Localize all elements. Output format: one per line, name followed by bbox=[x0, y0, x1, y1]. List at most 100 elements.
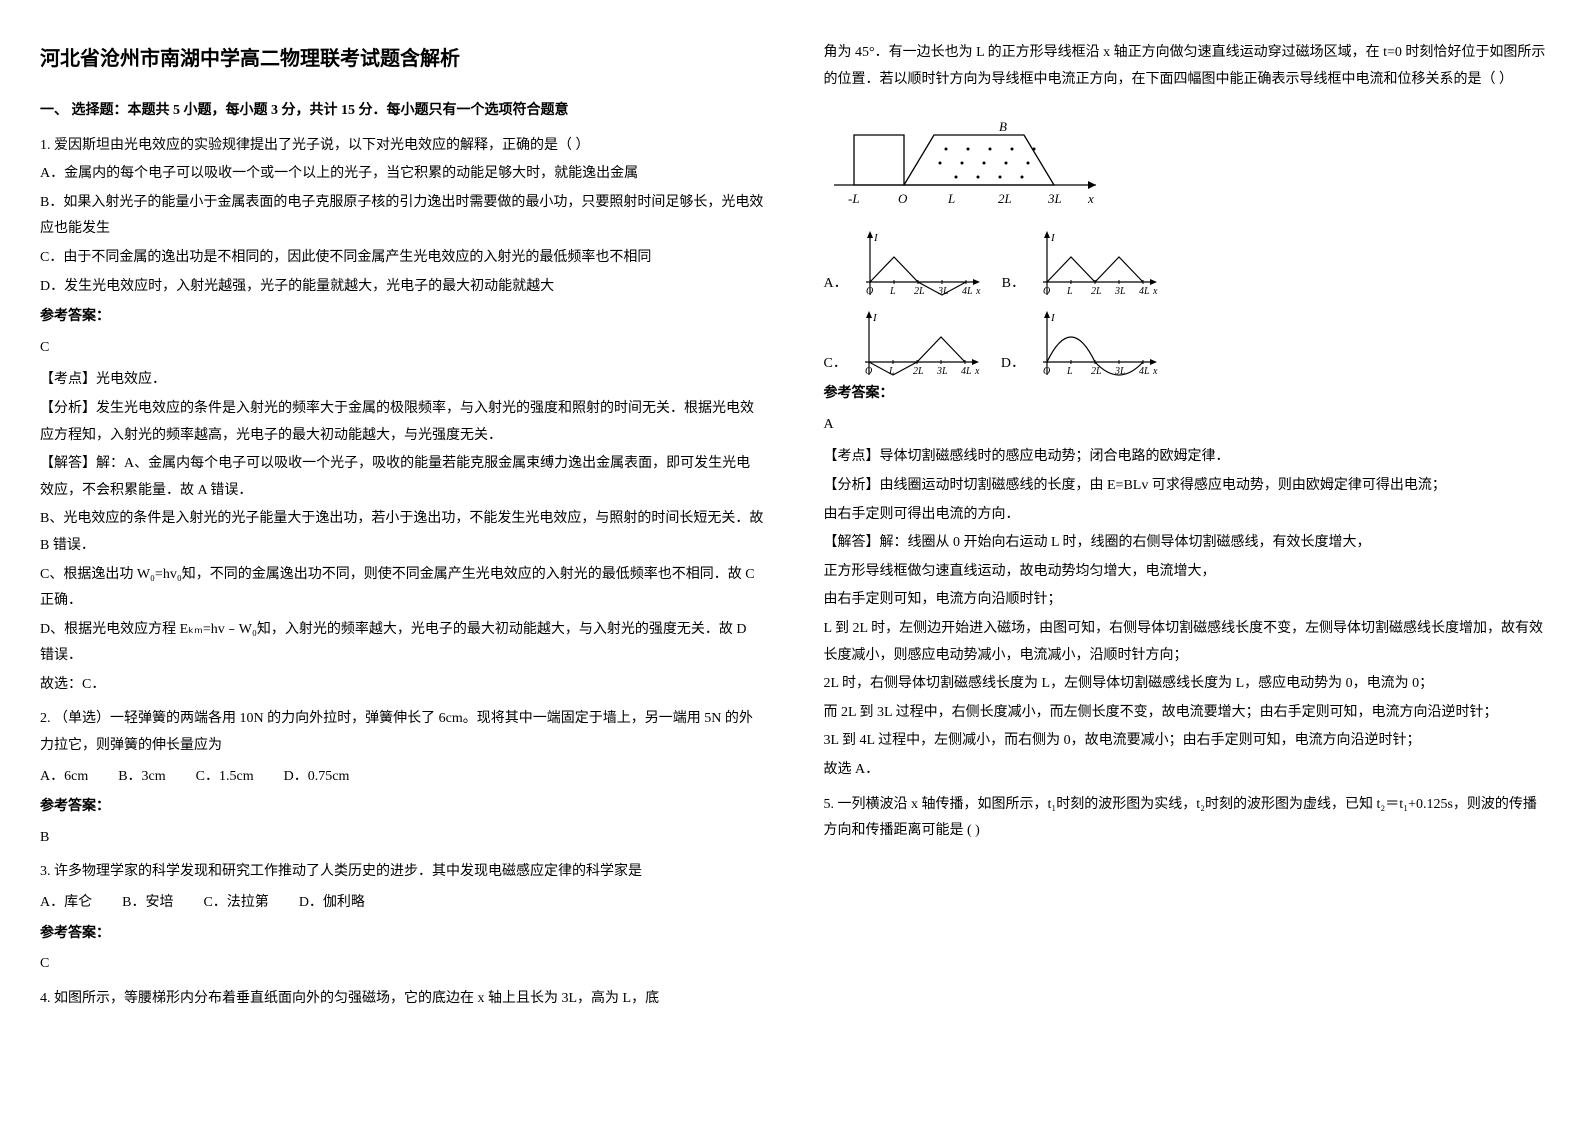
q3-answer-label: 参考答案： bbox=[40, 921, 764, 948]
q2-stem: 2. （单选）一轻弹簧的两端各用 10N 的力向外拉时，弹簧伸长了 6cm。现将… bbox=[40, 706, 764, 759]
svg-text:4L: 4L bbox=[1139, 286, 1150, 297]
q4-answer: A bbox=[824, 412, 1548, 439]
q3-optD: D．伽利略 bbox=[299, 890, 365, 917]
q2-optD: D．0.75cm bbox=[284, 764, 350, 791]
svg-text:I: I bbox=[872, 312, 878, 324]
svg-text:3L: 3L bbox=[937, 286, 949, 297]
q4-opt-c-label: C． bbox=[824, 351, 847, 378]
svg-text:x: x bbox=[1087, 191, 1094, 206]
q4-jie5: 2L 时，右侧导体切割磁感线长度为 L，左侧导体切割磁感线长度为 L，感应电动势… bbox=[824, 671, 1548, 698]
svg-text:4L: 4L bbox=[962, 286, 973, 297]
q1-kaodian: 【考点】光电效应． bbox=[40, 367, 764, 394]
question-5: 5. 一列横波沿 x 轴传播，如图所示，t₁时刻的波形图为实线，t₂时刻的波形图… bbox=[824, 792, 1548, 845]
q3-optC: C．法拉第 bbox=[203, 890, 268, 917]
q4-opt-b-label: B． bbox=[1002, 271, 1025, 298]
q4-jie1: 【解答】解：线圈从 0 开始向右运动 L 时，线圈的右侧导体切割磁感线，有效长度… bbox=[824, 530, 1548, 557]
q1-optC: C．由于不同金属的逸出功是不相同的，因此使不同金属产生光电效应的入射光的最低频率… bbox=[40, 245, 764, 272]
q1-fenxi: 【分析】发生光电效应的条件是入射光的频率大于金属的极限频率，与入射光的强度和照射… bbox=[40, 396, 764, 449]
q3-optB: B．安培 bbox=[122, 890, 173, 917]
q4-fenxi2: 由右手定则可得出电流的方向． bbox=[824, 502, 1548, 529]
svg-text:3L: 3L bbox=[1047, 191, 1062, 206]
q5-stem: 5. 一列横波沿 x 轴传播，如图所示，t₁时刻的波形图为实线，t₂时刻的波形图… bbox=[824, 792, 1548, 845]
svg-text:L: L bbox=[1066, 286, 1073, 297]
q1-conclusion: 故选：C． bbox=[40, 672, 764, 699]
svg-text:O: O bbox=[1043, 286, 1050, 297]
trapezoid-diagram: B -L O L 2L 3L x bbox=[824, 105, 1104, 215]
question-3: 3. 许多物理学家的科学发现和研究工作推动了人类历史的进步．其中发现电磁感应定律… bbox=[40, 859, 764, 977]
q4-jie4: L 到 2L 时，左侧边开始进入磁场，由图可知，右侧导体切割磁感线长度不变，左侧… bbox=[824, 616, 1548, 669]
q1-optB: B．如果入射光子的能量小于金属表面的电子克服原子核的引力逸出时需要做的最小功，只… bbox=[40, 190, 764, 243]
q2-optB: B．3cm bbox=[118, 764, 165, 791]
q1-jie-b: B、光电效应的条件是入射光的光子能量大于逸出功，若小于逸出功，不能发生光电效应，… bbox=[40, 506, 764, 559]
svg-text:2L: 2L bbox=[914, 286, 925, 297]
q3-options: A．库仑 B．安培 C．法拉第 D．伽利略 bbox=[40, 890, 764, 917]
q4-opt-c: C． I O L 2L 3L 4Lx bbox=[824, 307, 981, 377]
svg-text:L: L bbox=[889, 286, 896, 297]
q1-optA: A．金属内的每个电子可以吸收一个或一个以上的光子，当它积累的动能足够大时，就能逸… bbox=[40, 161, 764, 188]
svg-text:x: x bbox=[974, 366, 980, 377]
i-x-graph-d: I O L 2L 3L 4Lx bbox=[1029, 307, 1159, 377]
svg-text:O: O bbox=[898, 191, 908, 206]
svg-text:3L: 3L bbox=[1114, 286, 1126, 297]
left-column: 河北省沧州市南湖中学高二物理联考试题含解析 一、 选择题：本题共 5 小题，每小… bbox=[40, 40, 764, 1020]
q4-conclusion: 故选 A． bbox=[824, 757, 1548, 784]
q2-optC: C．1.5cm bbox=[196, 764, 254, 791]
q1-answer: C bbox=[40, 335, 764, 362]
q4-opt-b: B． IOL2L3L4Lx bbox=[1002, 227, 1159, 297]
svg-text:3L: 3L bbox=[1114, 366, 1126, 377]
q4-options-row1: A． IOL2L3L4Lx B． IOL2L3L4Lx bbox=[824, 227, 1548, 297]
q1-stem: 1. 爱因斯坦由光电效应的实验规律提出了光子说，以下对光电效应的解释，正确的是（… bbox=[40, 133, 764, 160]
svg-text:-L: -L bbox=[848, 191, 860, 206]
q3-stem: 3. 许多物理学家的科学发现和研究工作推动了人类历史的进步．其中发现电磁感应定律… bbox=[40, 859, 764, 886]
q4-opt-d: D． IOL2L3L4Lx bbox=[1001, 307, 1159, 377]
q3-answer: C bbox=[40, 951, 764, 978]
q2-answer: B bbox=[40, 825, 764, 852]
svg-text:3L: 3L bbox=[936, 366, 948, 377]
svg-text:2L: 2L bbox=[998, 191, 1012, 206]
svg-text:O: O bbox=[865, 366, 872, 377]
q3-optA: A．库仑 bbox=[40, 890, 92, 917]
q1-jie-a: 【解答】解：A、金属内每个电子可以吸收一个光子，吸收的能量若能克服金属束缚力逸出… bbox=[40, 451, 764, 504]
question-1: 1. 爱因斯坦由光电效应的实验规律提出了光子说，以下对光电效应的解释，正确的是（… bbox=[40, 133, 764, 699]
q2-options: A．6cm B．3cm C．1.5cm D．0.75cm bbox=[40, 764, 764, 791]
svg-text:x: x bbox=[975, 286, 981, 297]
q1-answer-label: 参考答案： bbox=[40, 304, 764, 331]
svg-text:O: O bbox=[1043, 366, 1050, 377]
svg-text:I: I bbox=[873, 232, 879, 244]
svg-text:L: L bbox=[947, 191, 955, 206]
q1-optD: D．发生光电效应时，入射光越强，光子的能量就越大，光电子的最大初动能就越大 bbox=[40, 274, 764, 301]
q4-cont-stem: 角为 45°．有一边长也为 L 的正方形导线框沿 x 轴正方向做匀速直线运动穿过… bbox=[824, 40, 1548, 93]
svg-text:L: L bbox=[888, 366, 895, 377]
question-4-cont: 角为 45°．有一边长也为 L 的正方形导线框沿 x 轴正方向做匀速直线运动穿过… bbox=[824, 40, 1548, 784]
q4-options-row2: C． IOL2L3L4Lx D． IOL2L3L4Lx bbox=[824, 307, 1548, 377]
svg-text:O: O bbox=[866, 286, 873, 297]
q4-fenxi: 【分析】由线圈运动时切割磁感线的长度，由 E=BLv 可求得感应电动势，则由欧姆… bbox=[824, 473, 1548, 500]
q2-optA: A．6cm bbox=[40, 764, 88, 791]
q4-opt-a: A． I O L 2L 3L 4Lx bbox=[824, 227, 982, 297]
svg-text:x: x bbox=[1152, 366, 1158, 377]
q4-jie6: 而 2L 到 3L 过程中，右侧长度减小，而左侧长度不变，故电流要增大；由右手定… bbox=[824, 700, 1548, 727]
right-column: 角为 45°．有一边长也为 L 的正方形导线框沿 x 轴正方向做匀速直线运动穿过… bbox=[824, 40, 1548, 1020]
document-title: 河北省沧州市南湖中学高二物理联考试题含解析 bbox=[40, 40, 764, 78]
q4-jie2: 正方形导线框做匀速直线运动，故电动势均匀增大，电流增大， bbox=[824, 559, 1548, 586]
section1-header: 一、 选择题：本题共 5 小题，每小题 3 分，共计 15 分．每小题只有一个选… bbox=[40, 98, 764, 125]
i-x-graph-c: I O L 2L 3L 4Lx bbox=[851, 307, 981, 377]
svg-text:L: L bbox=[1066, 366, 1073, 377]
q2-answer-label: 参考答案： bbox=[40, 794, 764, 821]
q4-stem: 4. 如图所示，等腰梯形内分布着垂直纸面向外的匀强磁场，它的底边在 x 轴上且长… bbox=[40, 986, 764, 1013]
svg-text:I: I bbox=[1050, 312, 1056, 324]
question-2: 2. （单选）一轻弹簧的两端各用 10N 的力向外拉时，弹簧伸长了 6cm。现将… bbox=[40, 706, 764, 851]
q4-jie7: 3L 到 4L 过程中，左侧减小，而右侧为 0，故电流要减小；由右手定则可知，电… bbox=[824, 728, 1548, 755]
svg-text:I: I bbox=[1050, 232, 1056, 244]
svg-text:2L: 2L bbox=[913, 366, 924, 377]
q4-opt-a-label: A． bbox=[824, 271, 848, 298]
q1-jie-d: D、根据光电效应方程 Eₖₘ=hv﹣W₀知，入射光的频率越大，光电子的最大初动能… bbox=[40, 617, 764, 670]
svg-text:2L: 2L bbox=[1091, 366, 1102, 377]
q4-answer-label: 参考答案： bbox=[824, 381, 1548, 408]
svg-text:4L: 4L bbox=[1139, 366, 1150, 377]
svg-text:B: B bbox=[999, 119, 1007, 134]
svg-text:4L: 4L bbox=[961, 366, 972, 377]
q4-kaodian: 【考点】导体切割磁感线时的感应电动势；闭合电路的欧姆定律． bbox=[824, 444, 1548, 471]
svg-text:2L: 2L bbox=[1091, 286, 1102, 297]
q4-main-diagram: B -L O L 2L 3L x bbox=[824, 105, 1548, 215]
